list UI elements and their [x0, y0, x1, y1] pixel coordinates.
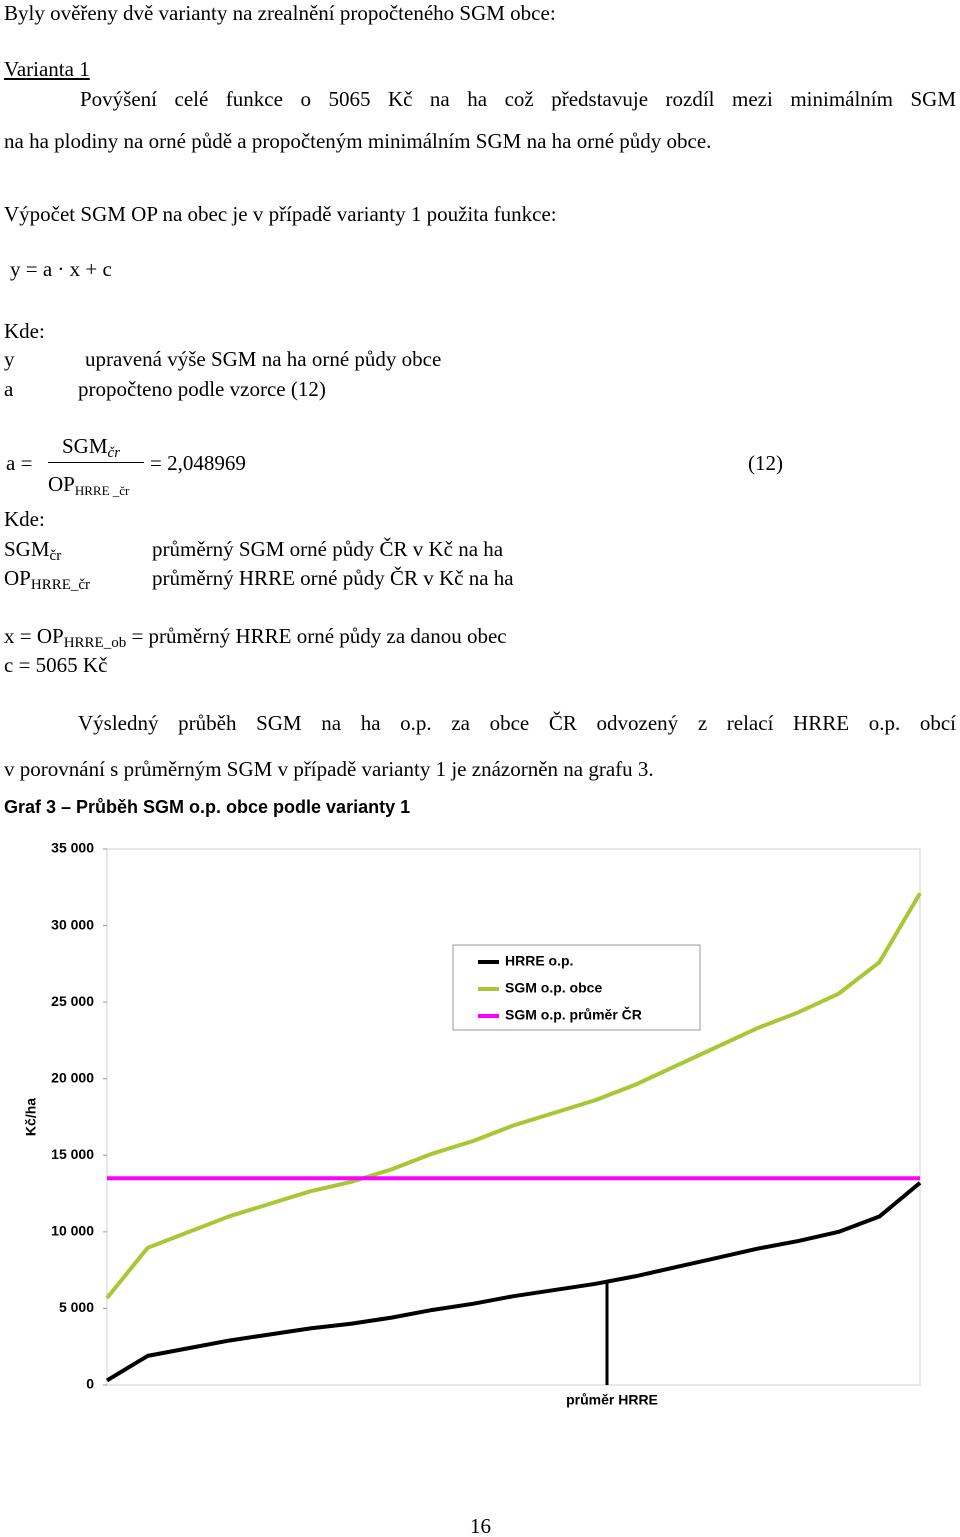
- paragraph: na ha plodiny na orné půdě a propočteným…: [4, 129, 712, 153]
- paragraph: Byly ověřeny dvě varianty na zrealnění p…: [4, 1, 556, 25]
- symbol: a: [4, 377, 14, 401]
- paragraph: Povýšení celé funkce o 5065 Kč na ha což…: [80, 87, 956, 111]
- denominator: OPHRRE _čr: [48, 472, 130, 498]
- y-tick-label: 20 000: [51, 1069, 94, 1085]
- annotation-label: průměr HRRE: [566, 1392, 658, 1408]
- paragraph: Výsledný průběh SGM na ha o.p. za obce Č…: [78, 711, 956, 735]
- symbol: OP: [4, 566, 31, 590]
- y-axis-label: Kč/ha: [23, 1098, 39, 1136]
- y-tick-label: 0: [86, 1376, 94, 1392]
- symbol: OP: [48, 472, 75, 496]
- page-number: 16: [470, 1514, 491, 1537]
- definition: propočteno podle vzorce (12): [78, 377, 326, 401]
- subscript: čr: [107, 445, 121, 461]
- subscript: HRRE_čr: [30, 577, 91, 593]
- equation-lhs: a =: [6, 451, 33, 475]
- symbol: SGM: [4, 537, 50, 561]
- numerator: SGMčr: [62, 436, 120, 461]
- heading: Varianta 1: [4, 57, 90, 81]
- symbol: y: [4, 347, 15, 371]
- definition: x = OPHRRE_ob = průměrný HRRE orné půdy …: [4, 626, 507, 651]
- label: Kde:: [4, 507, 45, 531]
- y-tick-label: 35 000: [51, 840, 94, 856]
- text: x = OP: [4, 624, 64, 648]
- y-tick-label: 15 000: [51, 1146, 94, 1162]
- legend-label: SGM o.p. obce: [505, 980, 602, 996]
- label: Kde:: [4, 319, 45, 343]
- plot-frame: [106, 848, 921, 1386]
- symbol: SGM: [62, 434, 108, 458]
- equation-number: (12): [748, 451, 783, 475]
- fraction-bar: [48, 462, 144, 463]
- chart-title: Graf 3 – Průběh SGM o.p. obce podle vari…: [4, 797, 411, 817]
- paragraph: Výpočet SGM OP na obec je v případě vari…: [4, 202, 557, 226]
- subscript: HRRE_ob: [63, 635, 127, 651]
- series-line: [105, 892, 922, 1300]
- y-tick-label: 10 000: [51, 1223, 94, 1239]
- definition: průměrný SGM orné půdy ČR v Kč na ha: [152, 537, 504, 561]
- symbol: SGMčr: [4, 539, 61, 564]
- legend-label: SGM o.p. průměr ČR: [505, 1006, 642, 1023]
- equation-rhs: = 2,048969: [150, 451, 246, 475]
- definition: upravená výše SGM na ha orné půdy obce: [85, 347, 442, 371]
- subscript: čr: [49, 548, 62, 564]
- definition: c = 5065 Kč: [4, 653, 108, 677]
- text: = průměrný HRRE orné půdy za danou obec: [131, 624, 507, 648]
- legend-label: HRRE o.p.: [505, 953, 573, 969]
- y-tick-label: 30 000: [51, 916, 94, 932]
- symbol: OPHRRE_čr: [4, 568, 90, 593]
- series-line: [105, 1181, 922, 1383]
- paragraph: v porovnání s průměrným SGM v případě va…: [4, 757, 654, 781]
- y-tick-label: 5 000: [59, 1299, 94, 1315]
- subscript: HRRE _čr: [74, 483, 130, 498]
- equation: y = a · x + c: [10, 257, 112, 281]
- definition: průměrný HRRE orné půdy ČR v Kč na ha: [152, 566, 514, 590]
- y-tick-label: 25 000: [51, 993, 94, 1009]
